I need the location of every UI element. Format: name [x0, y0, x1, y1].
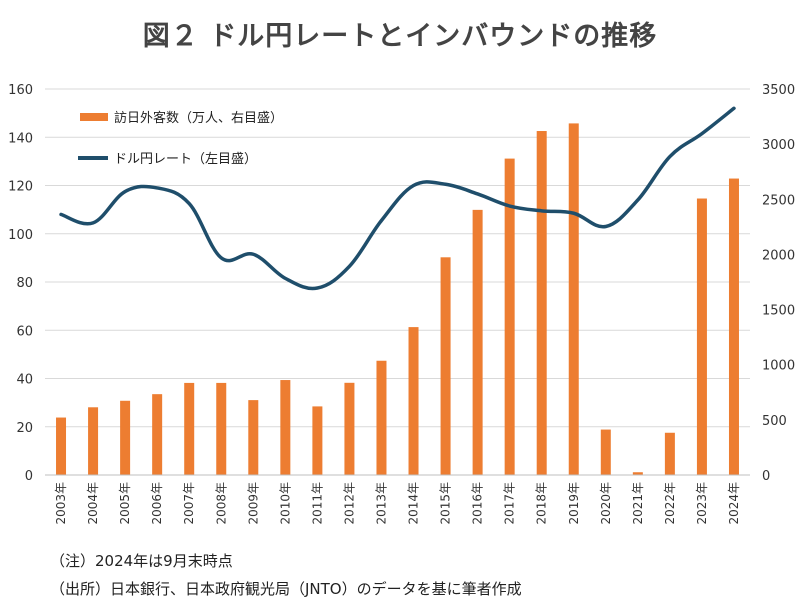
- right-axis-tick-label: 3000: [762, 138, 795, 153]
- right-axis-tick-label: 1500: [762, 304, 795, 319]
- line-series: [59, 106, 736, 291]
- x-axis-tick-label: 2016年: [471, 482, 485, 525]
- bar: [312, 406, 323, 475]
- right-axis-tick-label: 0: [762, 469, 770, 484]
- legend: 訪日外客数（万人、右目盛） ドル円レート（左目盛）: [78, 110, 283, 167]
- bar: [152, 394, 163, 475]
- bar: [56, 417, 67, 475]
- right-axis-tick-label: 500: [762, 414, 787, 429]
- legend-label-line: ドル円レート（左目盛）: [114, 152, 257, 167]
- bar: [472, 209, 483, 475]
- bar: [504, 158, 515, 476]
- x-axis-tick-label: 2023年: [695, 482, 709, 525]
- bar: [536, 131, 547, 475]
- bar: [600, 429, 611, 475]
- left-axis-tick-label: 60: [16, 324, 33, 339]
- x-axis-tick-label: 2022年: [663, 482, 677, 525]
- legend-label-bar: 訪日外客数（万人、右目盛）: [114, 110, 283, 126]
- x-axis-tick-label: 2018年: [535, 482, 549, 525]
- bar: [632, 472, 643, 475]
- bar: [376, 360, 387, 475]
- grid-lines: [45, 88, 750, 476]
- left-axis-tick-label: 140: [8, 131, 33, 146]
- left-axis-tick-label: 120: [8, 180, 33, 195]
- x-axis-tick-label: 2017年: [503, 482, 517, 525]
- bar: [344, 382, 355, 475]
- note-text: （注）2024年は9月末時点: [50, 552, 233, 570]
- x-axis-tick-label: 2012年: [342, 482, 356, 525]
- x-axis-tick-label: 2005年: [118, 482, 132, 525]
- right-axis-tick-label: 1000: [762, 359, 795, 374]
- bar: [88, 407, 99, 475]
- axes: 0 20 40 60 80 100 120 140 160 0 500 1000 1500 2000 250…: [8, 83, 795, 525]
- bar: [280, 380, 291, 475]
- right-axis-tick-label: 3500: [762, 83, 795, 98]
- x-axis-tick-label: 2019年: [567, 482, 581, 525]
- x-axis-tick-label: 2008年: [214, 482, 228, 525]
- x-axis-tick-label: 2009年: [246, 482, 260, 525]
- bar: [408, 327, 419, 475]
- chart-svg: 0 20 40 60 80 100 120 140 160 0 500 1000 1500 2000 250…: [8, 83, 795, 525]
- left-axis-tick-label: 20: [16, 421, 33, 436]
- left-axis-tick-label: 0: [25, 469, 33, 484]
- bar: [728, 178, 739, 475]
- x-axis-tick-label: 2013年: [374, 482, 388, 525]
- x-axis-tick-label: 2010年: [278, 482, 292, 525]
- x-axis-tick-label: 2006年: [150, 482, 164, 525]
- bar: [184, 382, 195, 475]
- x-axis-tick-label: 2021年: [631, 482, 645, 525]
- chart-title: 図２ ドル円レートとインバウンドの推移: [142, 21, 658, 52]
- left-axis-tick-label: 40: [16, 373, 33, 388]
- x-axis-tick-label: 2024年: [727, 482, 741, 525]
- left-axis-tick-label: 100: [8, 228, 33, 243]
- bar-series: [56, 123, 739, 476]
- right-axis-tick-label: 2000: [762, 248, 795, 263]
- right-axis-tick-label: 2500: [762, 193, 795, 208]
- bar: [696, 198, 707, 475]
- line-path: [59, 106, 736, 291]
- left-axis-tick-label: 160: [8, 83, 33, 98]
- x-axis-tick-label: 2007年: [182, 482, 196, 525]
- x-axis-tick-label: 2004年: [86, 482, 100, 525]
- bar: [664, 432, 675, 475]
- legend-swatch-bar: [80, 113, 108, 121]
- bar: [440, 257, 451, 475]
- bar: [120, 400, 131, 475]
- source-text: （出所）日本銀行、日本政府観光局（JNTO）のデータを基に筆者作成: [50, 580, 522, 598]
- x-axis-tick-label: 2014年: [407, 482, 421, 525]
- x-axis-tick-label: 2020年: [599, 482, 613, 525]
- bar: [248, 400, 259, 475]
- x-axis-tick-label: 2015年: [439, 482, 453, 525]
- x-axis-tick-label: 2011年: [310, 482, 324, 525]
- left-axis-tick-label: 80: [16, 276, 33, 291]
- bar: [568, 123, 579, 475]
- x-axis-tick-label: 2003年: [54, 482, 68, 525]
- bar: [216, 382, 227, 475]
